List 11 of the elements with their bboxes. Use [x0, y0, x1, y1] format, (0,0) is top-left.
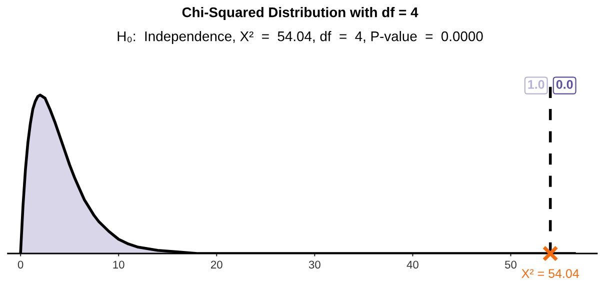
text: 1.0 — [528, 80, 544, 89]
x-tick-label: 40 — [406, 260, 418, 269]
chart-subtitle: H₀: Independence, X² = 54.04, df = 4, P-value = 0.0000 — [118, 31, 483, 44]
x-tick-label: 30 — [308, 260, 320, 269]
annotation: X² = 54.04 — [522, 269, 579, 278]
x-tick-label: 20 — [211, 260, 222, 269]
x-tick-label: 50 — [504, 260, 516, 269]
x-tick-label: 0 — [18, 260, 24, 269]
x-tick-label: 10 — [113, 260, 124, 269]
text: 0.0 — [556, 80, 573, 89]
chart-title: Chi-Squared Distribution with df = 4 — [182, 7, 418, 20]
